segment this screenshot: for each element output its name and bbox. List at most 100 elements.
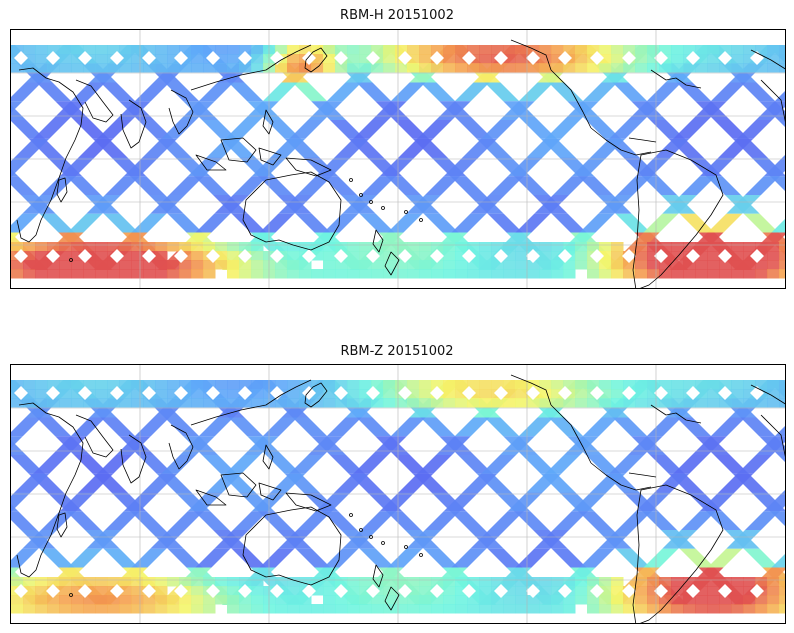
swath-cell	[179, 604, 192, 614]
swath-segment	[225, 455, 260, 474]
swath-cell	[347, 251, 360, 261]
swath-cell	[707, 251, 720, 261]
swath-cell	[503, 595, 516, 605]
swath-segment	[195, 213, 231, 233]
map-canvas	[11, 30, 785, 288]
swath-cell	[95, 389, 108, 399]
coastline-segment	[168, 89, 194, 135]
swath-cell	[191, 63, 204, 73]
band-gap	[46, 249, 60, 263]
swath-cell	[731, 251, 744, 261]
swath-segment	[225, 120, 260, 139]
swath-cell	[551, 260, 564, 270]
swath-segment	[706, 176, 741, 195]
swath-cell	[407, 54, 420, 64]
swath-cell	[503, 380, 516, 390]
swath-segment	[710, 82, 746, 102]
swath-segment	[643, 548, 679, 568]
swath-cell	[683, 604, 696, 614]
swath-cell	[443, 604, 456, 614]
swath-segment	[228, 82, 264, 102]
swath-segment	[353, 120, 388, 139]
swath-segment	[454, 417, 490, 437]
swath-cell	[551, 577, 564, 587]
swath-cell	[167, 54, 180, 64]
swath-segment	[578, 511, 613, 530]
swath-segment	[443, 492, 479, 512]
coastline-segment	[258, 482, 282, 501]
swath-cell	[275, 242, 288, 252]
panel-title-rbm-h: RBM-H 20151002	[340, 8, 454, 23]
band-gap	[398, 249, 412, 263]
swath-cell	[107, 595, 120, 605]
swath-segment	[308, 436, 343, 455]
swath-cell	[419, 269, 432, 279]
swath-cell	[767, 380, 780, 390]
swath-cell	[587, 380, 600, 390]
swath-cell	[95, 260, 108, 270]
swath-segment	[617, 511, 652, 530]
swath-cell	[59, 398, 72, 408]
swath-cell	[203, 269, 216, 279]
swath-segment	[522, 455, 557, 474]
swath-segment	[481, 120, 516, 139]
swath-cell	[611, 586, 624, 596]
coastline-segment	[262, 109, 274, 135]
swath-segment	[489, 511, 524, 530]
swath-cell	[359, 380, 372, 390]
swath-segment	[692, 436, 727, 455]
swath-cell	[419, 595, 432, 605]
swath-segment	[292, 82, 328, 102]
band-gap	[174, 249, 188, 263]
swath-cell	[551, 586, 564, 596]
swath-cell	[71, 577, 84, 587]
coastline-segment	[632, 484, 724, 623]
swath-cell	[131, 595, 144, 605]
band-gap	[590, 584, 604, 598]
swath-cell	[695, 380, 708, 390]
swath-cell	[59, 389, 72, 399]
swath-segment	[699, 492, 735, 512]
swath-cell	[479, 595, 492, 605]
swath-segment	[423, 213, 459, 233]
swath-cell	[23, 380, 36, 390]
swath-cell	[515, 595, 528, 605]
swath-cell	[431, 63, 444, 73]
island-dot	[381, 206, 385, 210]
band-gap	[558, 51, 572, 65]
swath-cell	[11, 45, 24, 55]
swath-cell	[443, 595, 456, 605]
swath-segment	[676, 82, 712, 102]
swath-cell	[383, 380, 396, 390]
swath-cell	[707, 380, 720, 390]
swath-cell	[131, 242, 144, 252]
swath-cell	[743, 595, 756, 605]
swath-cell	[107, 45, 120, 55]
swath-segment	[526, 138, 562, 158]
swath-segment	[67, 548, 103, 568]
swath-cell	[167, 604, 180, 614]
swath-cell	[695, 260, 708, 270]
swath-cell	[563, 595, 576, 605]
swath-cell	[287, 380, 300, 390]
swath-cell	[323, 269, 336, 279]
swath-cell	[11, 595, 24, 605]
band-gap	[590, 249, 604, 263]
swath-segment	[650, 120, 685, 139]
swath-cell	[227, 251, 240, 261]
swath-cell	[455, 269, 468, 279]
swath-segment	[231, 213, 267, 233]
band-gap	[78, 249, 92, 263]
swath-cell	[323, 389, 336, 399]
swath-cell	[587, 577, 600, 587]
swath-cell	[299, 604, 312, 614]
swath-cell	[575, 260, 588, 270]
swath-segment	[52, 436, 87, 455]
swath-cell	[179, 577, 192, 587]
coastline-segment	[750, 49, 785, 70]
swath-cell	[371, 269, 384, 279]
swath-cell	[71, 380, 84, 390]
swath-segment	[259, 548, 295, 568]
swath-segment	[590, 138, 626, 158]
band-gap	[46, 584, 60, 598]
